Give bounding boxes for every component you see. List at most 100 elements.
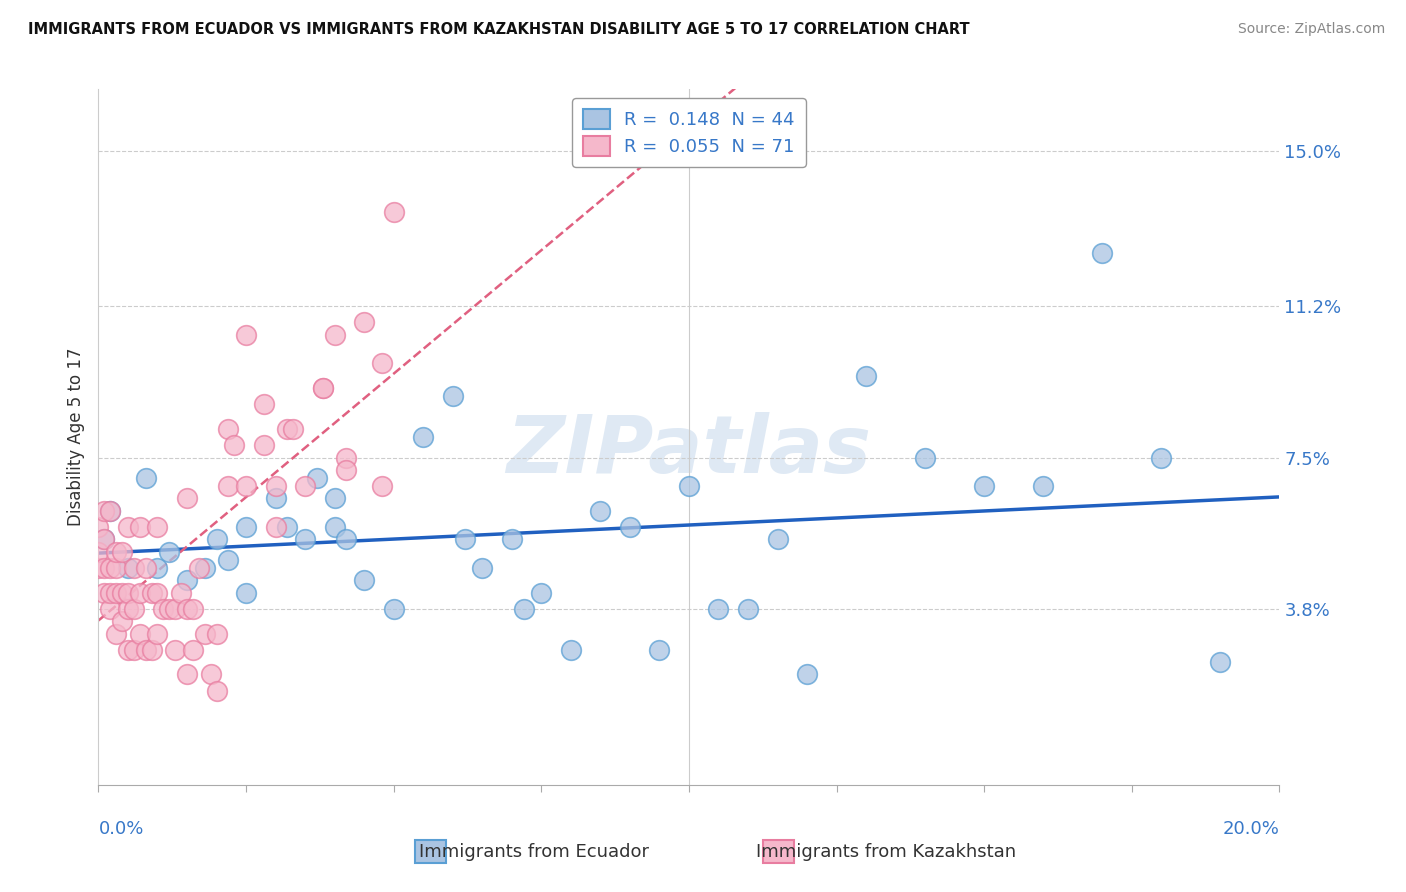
- Point: [87, 544, 110, 558]
- Bar: [415, 840, 446, 863]
- Y-axis label: Disability Age 5 to 17: Disability Age 5 to 17: [66, 348, 84, 526]
- Point: [453, 533, 475, 547]
- Point: [412, 430, 434, 444]
- Point: [93, 533, 115, 547]
- Point: [98, 602, 121, 616]
- Point: [141, 643, 163, 657]
- Point: [98, 585, 121, 599]
- Point: [87, 520, 110, 534]
- Point: [371, 479, 394, 493]
- Point: [135, 643, 157, 657]
- Point: [98, 504, 121, 518]
- Point: [707, 602, 730, 616]
- Point: [165, 643, 187, 657]
- Point: [323, 491, 346, 506]
- Point: [98, 561, 121, 575]
- Point: [353, 316, 375, 330]
- Text: Immigrants from Ecuador: Immigrants from Ecuador: [419, 843, 650, 861]
- Point: [560, 643, 582, 657]
- Point: [501, 533, 523, 547]
- Point: [1091, 246, 1114, 260]
- Point: [235, 327, 257, 342]
- Point: [176, 667, 198, 681]
- Point: [371, 356, 394, 370]
- Point: [93, 585, 115, 599]
- Point: [294, 533, 316, 547]
- Point: [796, 667, 818, 681]
- Point: [766, 533, 789, 547]
- Point: [217, 422, 239, 436]
- Point: [305, 471, 328, 485]
- Point: [1209, 655, 1232, 669]
- Point: [146, 520, 169, 534]
- Bar: [763, 840, 794, 863]
- Text: Immigrants from Kazakhstan: Immigrants from Kazakhstan: [755, 843, 1017, 861]
- Point: [87, 561, 110, 575]
- Point: [264, 479, 287, 493]
- Point: [1032, 479, 1054, 493]
- Point: [471, 561, 494, 575]
- Point: [205, 626, 228, 640]
- Point: [335, 533, 357, 547]
- Point: [105, 561, 128, 575]
- Point: [165, 602, 187, 616]
- Point: [117, 585, 139, 599]
- Point: [264, 491, 287, 506]
- Point: [176, 491, 198, 506]
- Point: [276, 520, 298, 534]
- Legend: R =  0.148  N = 44, R =  0.055  N = 71: R = 0.148 N = 44, R = 0.055 N = 71: [572, 98, 806, 167]
- Point: [205, 683, 228, 698]
- Point: [111, 585, 134, 599]
- Text: 0.0%: 0.0%: [98, 820, 143, 838]
- Point: [512, 602, 534, 616]
- Point: [294, 479, 316, 493]
- Point: [181, 602, 204, 616]
- Point: [176, 574, 198, 588]
- Point: [117, 561, 139, 575]
- Point: [170, 585, 193, 599]
- Point: [353, 574, 375, 588]
- Point: [146, 626, 169, 640]
- Point: [122, 602, 145, 616]
- Point: [146, 561, 169, 575]
- Point: [122, 643, 145, 657]
- Text: 20.0%: 20.0%: [1223, 820, 1279, 838]
- Text: IMMIGRANTS FROM ECUADOR VS IMMIGRANTS FROM KAZAKHSTAN DISABILITY AGE 5 TO 17 COR: IMMIGRANTS FROM ECUADOR VS IMMIGRANTS FR…: [28, 22, 970, 37]
- Point: [176, 602, 198, 616]
- Point: [117, 520, 139, 534]
- Point: [382, 205, 405, 219]
- Point: [128, 585, 150, 599]
- Point: [678, 479, 700, 493]
- Point: [973, 479, 995, 493]
- Point: [855, 368, 877, 383]
- Point: [382, 602, 405, 616]
- Point: [187, 561, 209, 575]
- Point: [235, 520, 257, 534]
- Point: [589, 504, 612, 518]
- Point: [122, 561, 145, 575]
- Point: [335, 450, 357, 465]
- Point: [157, 544, 180, 558]
- Point: [117, 643, 139, 657]
- Point: [217, 553, 239, 567]
- Point: [530, 585, 553, 599]
- Point: [224, 438, 246, 452]
- Point: [152, 602, 174, 616]
- Point: [117, 602, 139, 616]
- Point: [200, 667, 222, 681]
- Point: [194, 626, 217, 640]
- Point: [135, 561, 157, 575]
- Point: [105, 585, 128, 599]
- Point: [323, 327, 346, 342]
- Point: [141, 585, 163, 599]
- Point: [98, 504, 121, 518]
- Point: [914, 450, 936, 465]
- Point: [105, 626, 128, 640]
- Point: [146, 585, 169, 599]
- Point: [619, 520, 641, 534]
- Point: [93, 533, 115, 547]
- Point: [157, 602, 180, 616]
- Point: [276, 422, 298, 436]
- Point: [135, 471, 157, 485]
- Point: [312, 381, 335, 395]
